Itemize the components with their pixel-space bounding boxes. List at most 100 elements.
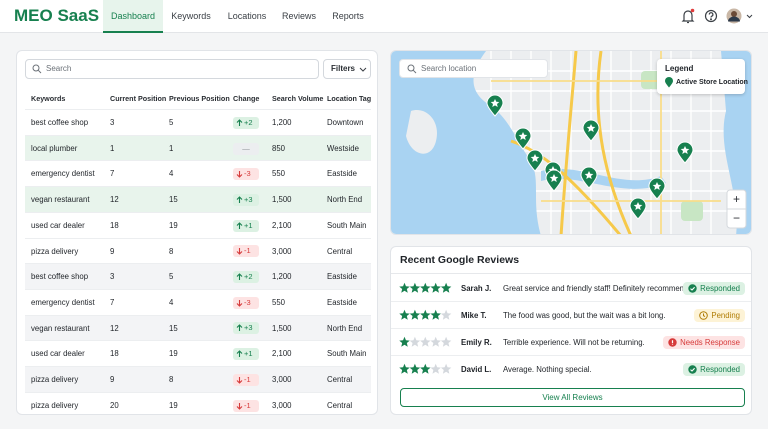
top-bar: MEO SaaS Dashboard Keywords Locations Re… <box>0 0 768 33</box>
pin-star <box>680 146 690 154</box>
table-cell: 18 <box>110 220 119 230</box>
legend-pin <box>665 77 673 88</box>
nav-tab[interactable]: Keywords <box>171 11 211 21</box>
pin-star <box>586 124 596 132</box>
table-cell: 850 <box>272 143 286 153</box>
star <box>399 309 410 320</box>
keyword: vegan restaurant <box>31 195 90 205</box>
pin-shape <box>580 166 598 189</box>
store-pins <box>486 94 694 220</box>
column-header: Current Position <box>110 94 167 103</box>
pin-shape <box>648 177 666 200</box>
table-cell: 20 <box>110 400 119 410</box>
search-placeholder: Search location <box>421 64 477 73</box>
star <box>399 336 410 347</box>
star <box>409 336 421 347</box>
table-cell: 1,200 <box>272 118 292 127</box>
change-badge: +2 <box>233 271 259 284</box>
star-rating <box>399 363 452 374</box>
icon-bg <box>688 284 697 293</box>
status-badge: Responded <box>683 282 745 295</box>
avatar-menu-chevron[interactable] <box>746 14 753 19</box>
store-pin <box>648 177 666 200</box>
nav-tab[interactable]: Dashboard <box>103 0 163 33</box>
arrow <box>236 171 243 179</box>
nav-tab[interactable]: Reports <box>332 11 364 21</box>
star <box>399 282 410 293</box>
table-cell: 12 <box>110 195 119 205</box>
check <box>690 286 696 291</box>
review-row: Emily R. Terrible experience. Will not be… <box>391 329 751 356</box>
star <box>430 363 441 374</box>
change-badge: -1 <box>233 373 259 386</box>
table-cell: 550 <box>272 169 286 179</box>
star <box>440 363 452 374</box>
zoom-in[interactable]: + <box>733 192 740 206</box>
arrow <box>236 196 243 203</box>
table-cell: 3,000 <box>272 246 292 256</box>
change-value: -3 <box>244 169 251 179</box>
notification-bell[interactable] <box>681 10 695 24</box>
store-pin <box>486 94 504 117</box>
pin-star <box>584 171 594 179</box>
water <box>391 51 541 234</box>
avatar[interactable] <box>726 8 742 24</box>
reviewer-name: Mike T. <box>461 311 487 320</box>
table-cell: Eastside <box>327 297 357 307</box>
filters-label: Filters <box>331 64 356 73</box>
table-cell: 4 <box>169 169 174 179</box>
store-pin <box>676 141 694 164</box>
table-cell: Eastside <box>327 272 357 282</box>
pin-shape <box>582 119 600 142</box>
table-cell: South Main <box>327 220 367 230</box>
keyword: local plumber <box>31 143 78 153</box>
help-icon[interactable] <box>704 9 718 23</box>
filters-button[interactable]: Filters <box>323 59 371 79</box>
change-value: -1 <box>244 400 251 410</box>
column-header: Keywords <box>31 94 66 103</box>
lake <box>721 51 751 234</box>
store-pin <box>582 119 600 142</box>
store-pin <box>629 197 647 220</box>
nav-tab[interactable]: Locations <box>227 11 267 21</box>
star <box>430 309 441 320</box>
table-search[interactable]: Search <box>25 59 319 79</box>
change-value: -3 <box>244 297 251 307</box>
keyword: pizza delivery <box>31 400 79 410</box>
table-cell: 19 <box>169 220 178 230</box>
pin-star <box>549 174 559 182</box>
review-row: David L. Average. Nothing special. Respond… <box>391 356 751 383</box>
change-arrow <box>236 221 243 229</box>
search-icon <box>407 64 417 74</box>
table-cell: Central <box>327 375 353 384</box>
table-cell: Central <box>327 400 353 410</box>
change-badge: -3 <box>233 296 259 309</box>
review-row: Sarah J. Great service and friendly staff… <box>391 275 751 302</box>
star <box>430 336 441 347</box>
reviewer-name: David L. <box>461 365 492 374</box>
reviewer-name: Emily R. <box>461 338 492 347</box>
map-search[interactable]: Search location <box>399 59 548 78</box>
change-arrow <box>236 119 243 126</box>
logo[interactable]: MEO SaaS <box>14 6 100 25</box>
change-arrow <box>236 402 243 410</box>
change-value: -1 <box>244 374 251 384</box>
table-cell: 18 <box>110 349 119 359</box>
zoom-out[interactable]: − <box>733 211 740 225</box>
table-cell: 9 <box>110 246 115 256</box>
change-arrow <box>236 273 243 281</box>
table-row: local plumber 1 1 — 850 Westside <box>25 134 371 161</box>
column-header: Change <box>233 94 260 103</box>
keyword: used car dealer <box>31 349 85 359</box>
view-all-button[interactable]: View All Reviews <box>400 388 745 407</box>
change-arrow <box>236 299 243 307</box>
nav-tab[interactable]: Reviews <box>281 11 316 21</box>
table-cell: 1,200 <box>272 272 292 282</box>
table-cell: 8 <box>169 375 174 384</box>
pin-star <box>490 99 500 107</box>
review-text: The food was good, but the wait was a bi… <box>503 311 666 320</box>
arrow <box>236 248 243 256</box>
table-cell: 2,100 <box>272 220 292 230</box>
table-cell: 3 <box>110 272 115 282</box>
table-row: vegan restaurant 12 15 +3 1,500 North End <box>25 186 371 212</box>
